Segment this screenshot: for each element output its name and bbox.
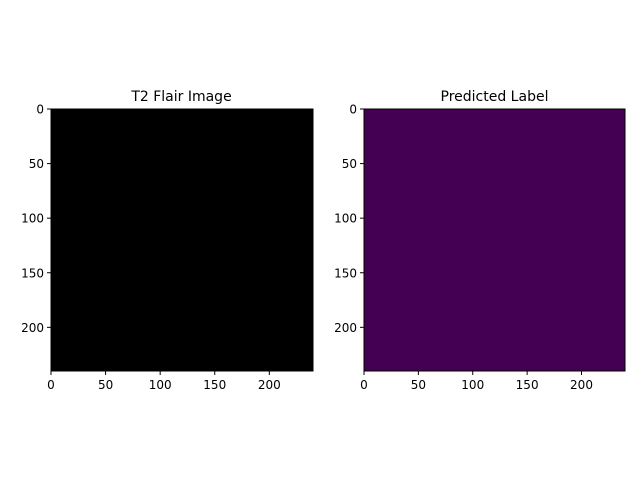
y-tick-label: 100 xyxy=(334,212,357,226)
axes-t2-flair: 0 50 100 150 200 0 50 100 150 200 xyxy=(21,103,314,392)
axes-frame xyxy=(363,108,626,372)
y-tick-label: 0 xyxy=(349,103,357,117)
axes-frame xyxy=(50,108,314,372)
x-tick-label: 0 xyxy=(47,378,55,392)
image-t2-flair xyxy=(51,109,313,371)
subplot-title: Predicted Label xyxy=(441,89,549,105)
x-tick-label: 0 xyxy=(360,378,368,392)
subplot-title: T2 Flair Image xyxy=(130,89,231,105)
x-tick-label: 100 xyxy=(149,378,172,392)
subplot-predicted-label: Predicted Label 0 50 100 150 200 0 50 100 150 200 xyxy=(334,89,626,392)
x-tick-label: 150 xyxy=(203,378,226,392)
subplot-t2-flair: T2 Flair Image 0 50 100 150 200 0 50 100 150 200 xyxy=(21,89,314,392)
y-tick-label: 50 xyxy=(29,157,44,171)
y-tick-label: 50 xyxy=(342,157,357,171)
x-tick-label: 150 xyxy=(516,378,539,392)
x-tick-label: 50 xyxy=(98,378,113,392)
y-tick-label: 150 xyxy=(334,266,357,280)
y-tick-label: 0 xyxy=(36,103,44,117)
axes-predicted-label: 0 50 100 150 200 0 50 100 150 200 xyxy=(334,103,626,392)
y-tick-label: 100 xyxy=(21,212,44,226)
y-tick-label: 200 xyxy=(334,321,357,335)
x-tick-label: 200 xyxy=(570,378,593,392)
y-tick-label: 150 xyxy=(21,266,44,280)
x-tick-label: 100 xyxy=(461,378,484,392)
image-predicted-label xyxy=(364,109,625,371)
x-tick-label: 200 xyxy=(258,378,281,392)
y-tick-label: 200 xyxy=(21,321,44,335)
x-tick-label: 50 xyxy=(411,378,426,392)
